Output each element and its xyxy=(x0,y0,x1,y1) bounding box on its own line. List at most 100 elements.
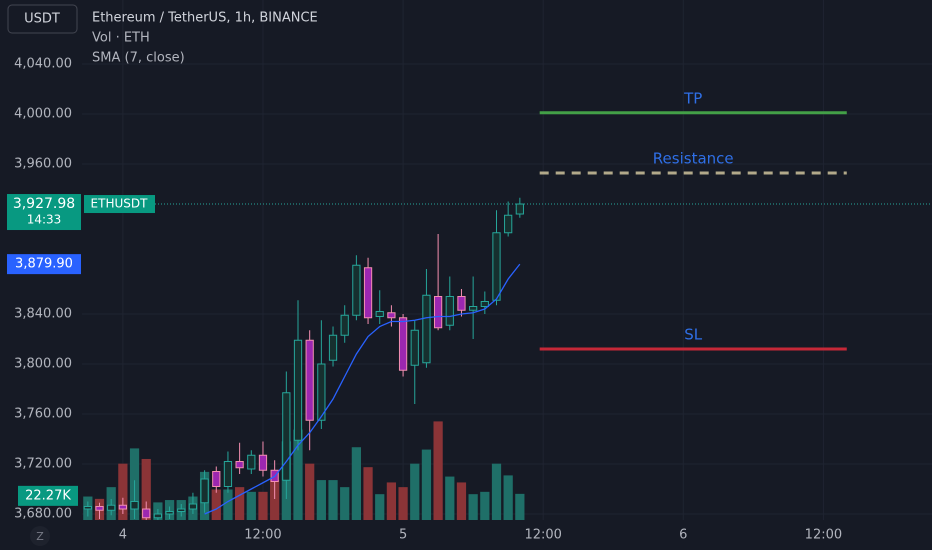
candle-body xyxy=(305,339,314,421)
zoom-icon[interactable]: Z xyxy=(36,530,44,543)
candle-body xyxy=(153,513,163,519)
candle-body xyxy=(247,454,256,470)
candle-body xyxy=(258,454,268,471)
candle-body xyxy=(328,334,338,361)
candle-body xyxy=(457,296,466,311)
currency-button[interactable] xyxy=(7,4,78,34)
volume-bar xyxy=(328,480,338,520)
volume-bar xyxy=(211,489,221,520)
candle-body xyxy=(375,311,384,317)
countdown: 14:33 xyxy=(27,213,62,227)
candle-body xyxy=(317,363,326,421)
sma-legend: SMA (7, close) xyxy=(92,51,185,66)
volume-bar xyxy=(258,491,268,520)
candle-body xyxy=(492,232,501,301)
chart-title: Ethereum / TetherUS, 1h, BINANCE xyxy=(92,11,318,26)
candle-body xyxy=(142,508,151,519)
x-tick-label: 5 xyxy=(399,528,407,543)
volume-bar xyxy=(363,467,373,520)
symbol-box xyxy=(84,195,155,214)
volume-bar xyxy=(235,487,245,520)
zoom-button[interactable] xyxy=(30,526,50,546)
y-tick-label: 3,840.00 xyxy=(14,307,72,322)
candle-body xyxy=(469,306,478,311)
price-label: 3,927.98 xyxy=(13,196,75,212)
volume-legend: Vol · ETH xyxy=(92,31,150,46)
price-label-box xyxy=(7,194,81,231)
volume-bar xyxy=(515,493,525,520)
y-tick-label: 4,000.00 xyxy=(14,107,72,122)
candle-body xyxy=(445,296,454,326)
sma-line xyxy=(204,263,521,515)
candle-body xyxy=(504,214,513,234)
annotation-label: SL xyxy=(684,326,703,344)
volume-bar xyxy=(503,475,513,520)
volume-bar xyxy=(421,449,432,520)
candle-body xyxy=(165,511,174,515)
volume-bar xyxy=(445,476,455,520)
candle-body xyxy=(118,504,127,510)
volume-bar xyxy=(293,429,303,520)
candle-body xyxy=(130,501,139,510)
y-tick-label: 4,040.00 xyxy=(14,57,72,72)
candle-body xyxy=(387,312,396,319)
volume-bar xyxy=(246,491,256,520)
symbol-label: ETHUSDT xyxy=(91,197,149,211)
candle-body xyxy=(83,506,92,510)
candle-body xyxy=(352,264,361,316)
x-tick-label: 12:00 xyxy=(524,528,561,543)
volume-bar xyxy=(433,421,443,520)
volume-label-box xyxy=(18,485,78,506)
annotation-label: Resistance xyxy=(653,150,734,168)
y-tick-label: 3,720.00 xyxy=(14,457,72,472)
volume-bar xyxy=(305,463,315,520)
volume-bar xyxy=(316,480,326,520)
volume-bar xyxy=(468,494,478,520)
candle-body xyxy=(480,301,489,307)
volume-bar xyxy=(410,463,420,520)
candle-body xyxy=(422,294,431,364)
candle-body xyxy=(212,471,221,487)
volume-bar xyxy=(270,480,280,520)
candle-body xyxy=(188,503,198,510)
candle-body xyxy=(177,508,186,512)
y-tick-label: 3,960.00 xyxy=(14,157,72,172)
candle-body xyxy=(95,506,104,511)
x-tick-label: 4 xyxy=(119,528,127,543)
candle-body xyxy=(410,329,419,366)
candle-body xyxy=(515,203,524,215)
volume-bar xyxy=(351,447,362,520)
volume-bar xyxy=(398,487,408,520)
annotation-label: TP xyxy=(683,89,702,107)
candle-body xyxy=(223,461,233,487)
volume-bar xyxy=(141,458,151,520)
candle-body xyxy=(363,267,373,319)
volume-bar xyxy=(491,463,502,520)
candle-body xyxy=(340,314,349,336)
y-tick-label: 3,760.00 xyxy=(14,407,72,422)
sma-label: 3,879.90 xyxy=(15,257,73,272)
volume-bar xyxy=(480,491,490,520)
volume-bar xyxy=(456,482,467,520)
sma-label-box xyxy=(7,254,81,275)
volume-bar xyxy=(386,482,397,520)
y-tick-label: 3,680.00 xyxy=(14,507,72,522)
volume-bar xyxy=(340,487,350,520)
volume-label: 22.27K xyxy=(25,488,71,503)
volume-bar xyxy=(375,494,385,520)
candle-body xyxy=(398,317,408,371)
volume-bar xyxy=(223,489,233,520)
x-tick-label: 12:00 xyxy=(244,528,281,543)
candle-body xyxy=(235,461,244,469)
candle-body xyxy=(107,504,116,511)
x-tick-label: 12:00 xyxy=(805,528,842,543)
x-tick-label: 6 xyxy=(679,528,687,543)
y-tick-label: 3,800.00 xyxy=(14,357,72,372)
volume-bar xyxy=(118,463,128,520)
candle-body xyxy=(433,296,443,329)
candle-body xyxy=(282,392,291,481)
candle-body xyxy=(293,339,303,441)
currency[interactable]: USDT xyxy=(24,12,60,27)
